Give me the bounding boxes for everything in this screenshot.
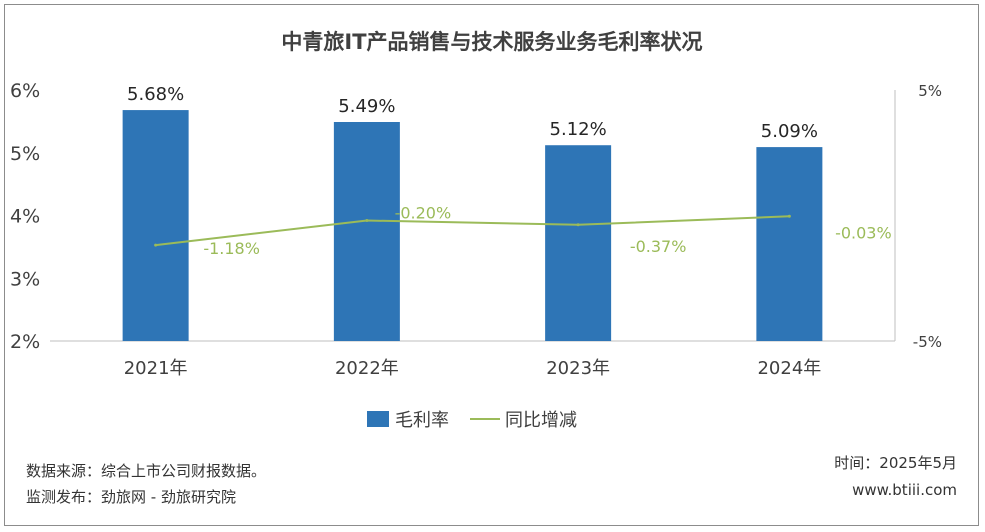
line-data-label: -0.37% [630, 237, 687, 256]
legend-line-label: 同比增减 [505, 410, 577, 431]
x-tick-label: 2021年 [124, 358, 188, 379]
line-point [787, 214, 791, 218]
monitor-publish-text: 监测发布：劲旅网 - 劲旅研究院 [26, 488, 236, 506]
y-right-tick-label: 5% [918, 82, 942, 100]
x-tick-label: 2023年 [546, 358, 610, 379]
line-data-label: -0.03% [835, 223, 892, 242]
bar-data-label: 5.12% [550, 119, 607, 140]
bar [333, 122, 400, 341]
website-text: www.btiii.com [852, 481, 957, 499]
line-data-label: -1.18% [203, 239, 260, 258]
y-right-tick-label: -5% [913, 333, 942, 351]
y-left-tick-label: 5% [10, 143, 40, 165]
y-left-tick-label: 6% [10, 80, 40, 102]
line-point [576, 223, 580, 227]
bar [756, 147, 823, 341]
bar-data-label: 5.09% [761, 121, 818, 142]
footer-left: 数据来源：综合上市公司财报数据。 监测发布：劲旅网 - 劲旅研究院 [26, 458, 266, 510]
data-source-text: 数据来源：综合上市公司财报数据。 [26, 462, 267, 480]
line-point [365, 219, 369, 223]
y-left-tick-label: 2% [10, 331, 40, 353]
y-left-tick-label: 3% [10, 268, 40, 290]
chart-title: 中青旅IT产品销售与技术服务业务毛利率状况 [281, 30, 702, 54]
legend-bar-label: 毛利率 [395, 410, 449, 431]
publish-time-text: 时间：2025年5月 [834, 454, 957, 472]
x-tick-label: 2024年 [757, 358, 821, 379]
bar [122, 110, 189, 341]
y-left-tick-label: 4% [10, 206, 40, 228]
x-tick-label: 2022年 [335, 358, 399, 379]
line-point [154, 243, 158, 247]
bar-data-label: 5.49% [338, 96, 395, 117]
legend-bar-swatch [367, 411, 389, 427]
line-data-label: -0.20% [395, 204, 452, 223]
footer-right: 时间：2025年5月 www.btiii.com [834, 450, 957, 504]
bar [545, 145, 612, 341]
bar-data-label: 5.68% [127, 84, 184, 105]
line-series [155, 215, 790, 247]
